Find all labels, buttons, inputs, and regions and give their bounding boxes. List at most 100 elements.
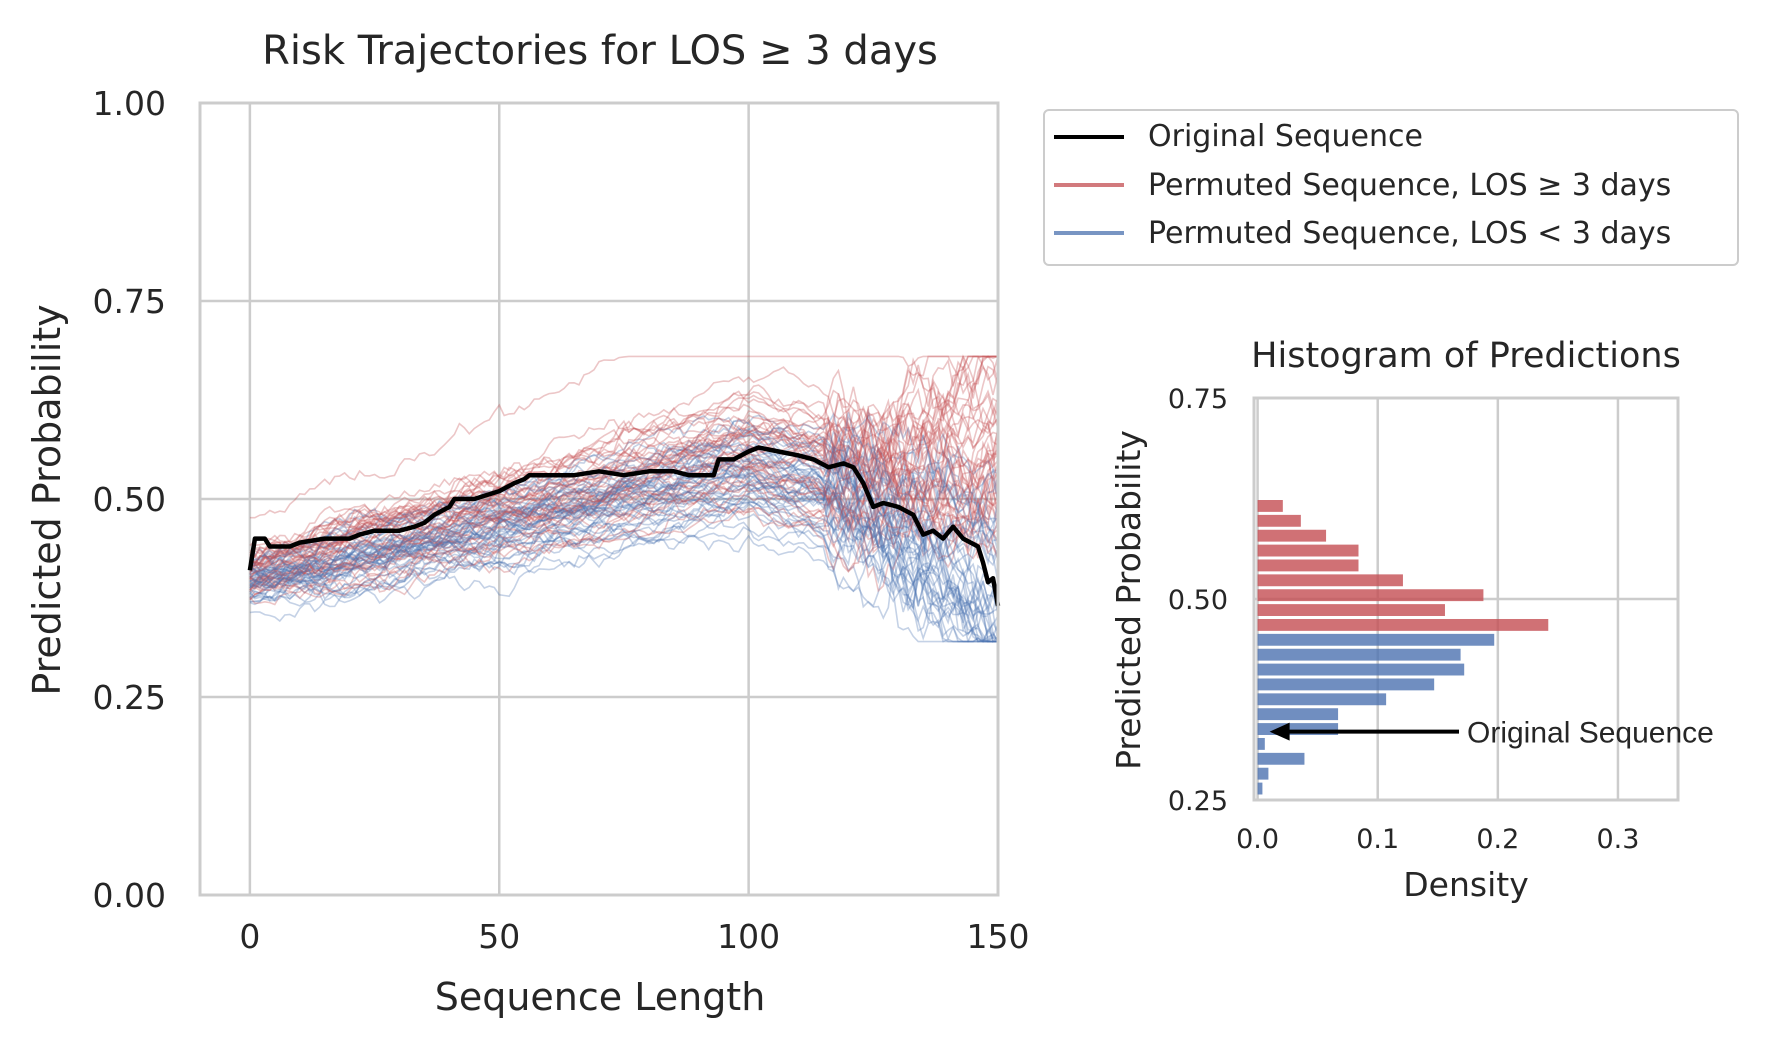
histogram-bar [1257,708,1339,721]
histogram-x-tick-label: 0.3 [1596,824,1639,855]
permuted-trajectory-line [249,419,999,595]
main-y-tick-labels: 0.00 0.25 0.50 0.75 1.00 [93,84,166,915]
permuted-trajectory-line [249,454,999,589]
permuted-trajectory-line [249,441,999,579]
histogram-bar [1257,529,1327,542]
legend: Original Sequence Permuted Sequence, LOS… [1043,109,1739,266]
permuted-trajectory-line [249,419,999,570]
permuted-trajectory-line [249,416,999,565]
permuted-trajectory-line [249,355,998,519]
permuted-trajectory-line [249,446,999,643]
permuted-trajectory-line [249,454,999,581]
histogram-title: Histogram of Predictions [1251,336,1681,376]
original-trajectory [247,445,1001,607]
original-sequence-line [247,445,1001,607]
permuted-trajectory-line [249,417,999,580]
main-plot-frame [198,101,1000,897]
annotation-arrow-head [1269,722,1290,741]
histogram-chart: Histogram of Predictions 0.25 0.50 0.75 0.… [1109,336,1714,904]
permuted-trajectory-line [249,435,999,581]
permuted-trajectory-line [249,412,999,592]
main-y-tick-label: 1.00 [93,84,166,123]
permuted-trajectory-line [249,432,999,581]
histogram-x-tick-label: 0.2 [1476,824,1519,855]
annotation-label: Original Sequence [1467,717,1714,750]
permuted-trajectory-line [249,492,999,601]
main-x-axis-label: Sequence Length [435,975,766,1019]
permuted-trajectory-line [249,472,998,643]
permuted-trajectory-line [249,463,999,594]
histogram-bar [1257,544,1359,557]
histogram-bar [1257,678,1435,691]
main-y-tick-label: 0.50 [93,480,166,519]
histogram-x-tick-label: 0.1 [1356,824,1399,855]
main-y-axis-label: Predicted Probability [25,304,69,695]
permuted-trajectory-line [249,427,999,571]
histogram-bar [1257,767,1269,780]
histogram-bar [1257,737,1265,750]
permuted-trajectory-line [249,414,999,562]
permuted-trajectory-line [249,355,998,552]
permuted-trajectory-line [249,495,999,643]
histogram-plot-frame [1252,396,1680,802]
risk-trajectories-chart: Risk Trajectories for LOS ≥ 3 days 0.000… [25,28,1030,1019]
legend-label-permuted-low: Permuted Sequence, LOS < 3 days [1148,216,1671,251]
permuted-trajectory-line [249,429,999,585]
permuted-trajectory-line [249,499,999,600]
permuted-trajectory-line [249,456,999,643]
permuted-trajectory-line [249,457,999,583]
histogram-bar [1257,693,1387,706]
legend-label-permuted-high: Permuted Sequence, LOS ≥ 3 days [1148,168,1671,203]
histogram-x-axis-label: Density [1403,865,1528,904]
permuted-trajectory-line [249,411,999,573]
histogram-bar [1257,574,1403,587]
permuted-trajectory-line [249,436,999,643]
permuted-trajectory-line [249,460,999,589]
histogram-bar [1257,604,1445,616]
permuted-trajectory-line [249,413,999,568]
permuted-trajectory-line [249,355,999,564]
permuted-trajectory-line [249,412,999,642]
permuted-trajectory-line [249,448,999,591]
permuted-trajectory-line [249,428,999,574]
legend-label-original: Original Sequence [1148,119,1423,154]
permuted-trajectory-line [249,479,999,623]
permuted-trajectory-line [249,426,999,575]
permuted-trajectory-line [249,429,999,582]
permuted-trajectory-line [249,480,999,617]
permuted-trajectory-line [249,501,998,643]
histogram-bar [1257,514,1301,527]
permuted-trajectory-line [249,355,998,567]
original-sequence-annotation: Original Sequence [1269,717,1714,750]
permuted-trajectory-line [249,484,998,643]
permuted-trajectory-line [249,505,999,615]
main-x-tick-label: 50 [478,917,520,956]
permuted-trajectory-line [249,406,999,572]
histogram-bar [1257,782,1263,795]
histogram-bar [1257,663,1465,676]
main-y-tick-label: 0.00 [93,876,166,915]
permuted-trajectory-line [249,355,998,572]
main-y-tick-label: 0.75 [93,282,166,321]
permuted-trajectory-line [249,355,999,557]
permuted-trajectory-line [249,365,999,556]
permuted-trajectory-line [249,447,999,590]
permuted-trajectory-line [249,513,999,642]
permuted-trajectory-line [249,365,999,565]
permuted-trajectory-line [249,391,999,562]
permuted-trajectory-line [249,497,999,601]
permuted-trajectory-line [249,366,999,547]
permuted-trajectory-line [249,389,999,579]
permuted-trajectory-line [249,444,999,576]
permuted-trajectory-line [249,475,999,581]
histogram-y-tick-label: 0.75 [1168,384,1228,415]
main-y-tick-label: 0.25 [93,678,166,717]
histogram-bar [1257,752,1305,765]
permuted-trajectory-line [249,435,999,596]
main-x-tick-label: 150 [967,917,1030,956]
histogram-bar [1257,633,1495,646]
permuted-trajectory-line [249,443,999,574]
histogram-bars [1257,500,1549,795]
legend-box [1043,109,1739,266]
